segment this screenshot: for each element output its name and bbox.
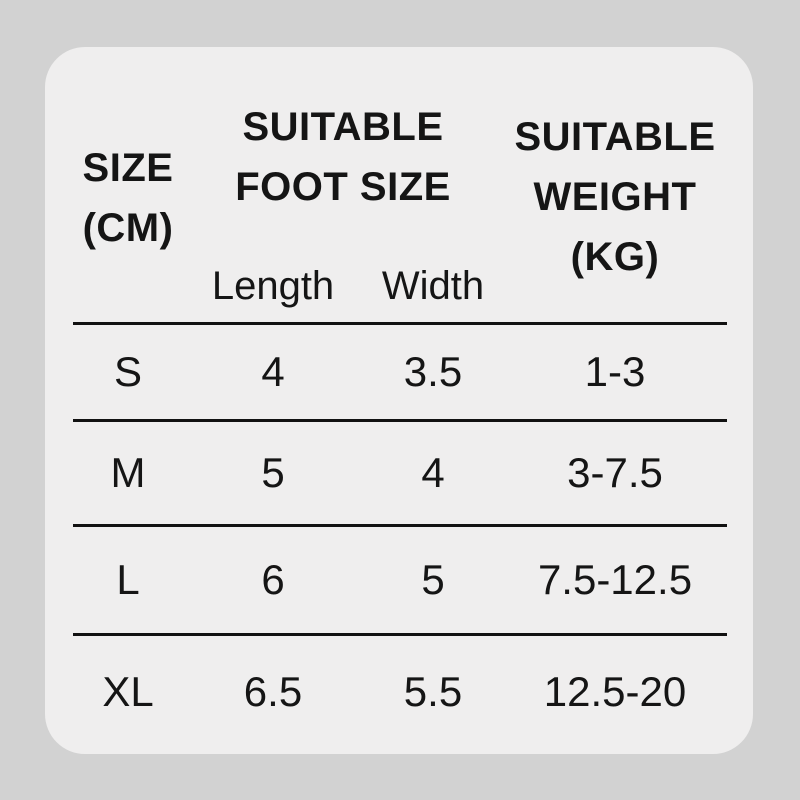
row-length-value: 5 bbox=[261, 449, 285, 496]
table-row-m: M 5 4 3-7.5 bbox=[73, 422, 727, 527]
header-weight-line1: SUITABLE bbox=[514, 114, 716, 159]
row-weight-value: 12.5-20 bbox=[543, 668, 687, 715]
header-foot-line1: SUITABLE bbox=[242, 105, 444, 149]
row-length-value: 6 bbox=[261, 556, 285, 603]
table-row-xl: XL 6.5 5.5 12.5-20 bbox=[73, 636, 727, 748]
row-length-value: 4 bbox=[261, 348, 285, 395]
row-weight-value: 3-7.5 bbox=[567, 449, 663, 496]
header-size-cm: SIZE (CM) bbox=[73, 47, 183, 322]
header-weight-line2: WEIGHT bbox=[533, 174, 697, 219]
header-weight-kg: SUITABLE WEIGHT (KG) bbox=[503, 47, 727, 322]
header-foot-line2: FOOT SIZE bbox=[235, 165, 451, 209]
sub-header-row: Length Width bbox=[183, 258, 503, 314]
row-width-value: 4 bbox=[421, 449, 445, 496]
header-foot-size-group: SUITABLE FOOT SIZE Length Width bbox=[183, 47, 503, 322]
row-length-value: 6.5 bbox=[243, 668, 303, 715]
size-chart-card: SIZE (CM) SUITABLE FOOT SIZE Length Widt… bbox=[45, 47, 753, 754]
row-weight-value: 1-3 bbox=[584, 348, 646, 395]
row-width-value: 5.5 bbox=[403, 668, 463, 715]
header-foot-size-title: SUITABLE FOOT SIZE bbox=[183, 97, 503, 217]
table-row-l: L 6 5 7.5-12.5 bbox=[73, 527, 727, 636]
sub-header-length: Length bbox=[211, 264, 335, 308]
table-row-s: S 4 3.5 1-3 bbox=[73, 325, 727, 422]
row-size-label: XL bbox=[102, 668, 154, 715]
sub-header-width: Width bbox=[381, 264, 485, 308]
row-width-value: 5 bbox=[421, 556, 445, 603]
table-header-row: SIZE (CM) SUITABLE FOOT SIZE Length Widt… bbox=[73, 47, 727, 325]
header-size-line1: SIZE bbox=[82, 145, 174, 190]
row-size-label: M bbox=[110, 449, 146, 496]
row-weight-value: 7.5-12.5 bbox=[537, 556, 693, 603]
row-width-value: 3.5 bbox=[403, 348, 463, 395]
header-size-line2: (CM) bbox=[82, 205, 174, 250]
row-size-label: L bbox=[116, 556, 140, 603]
size-chart-table: SIZE (CM) SUITABLE FOOT SIZE Length Widt… bbox=[73, 47, 727, 748]
row-size-label: S bbox=[113, 348, 142, 395]
header-weight-line3: (KG) bbox=[570, 234, 660, 279]
